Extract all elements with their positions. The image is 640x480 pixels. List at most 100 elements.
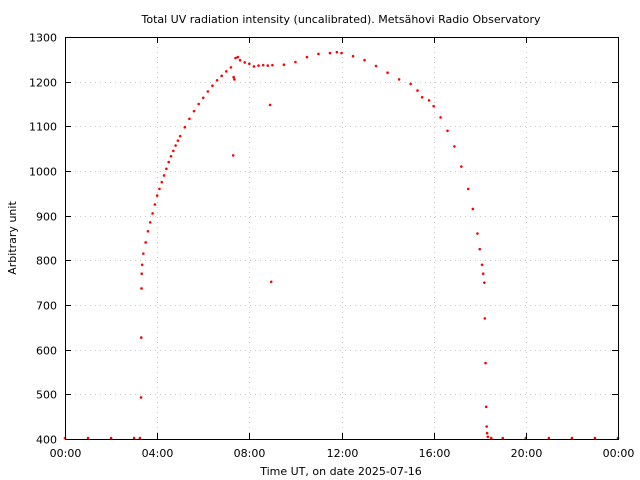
data-point xyxy=(139,396,143,399)
x-tick-label: 00:00 xyxy=(50,447,82,460)
grid-lines xyxy=(65,37,618,439)
data-point xyxy=(188,117,191,121)
y-tick-label: 600 xyxy=(36,345,57,358)
data-point xyxy=(484,405,488,409)
data-point xyxy=(139,336,143,339)
data-point xyxy=(162,174,166,177)
data-point xyxy=(269,280,273,284)
data-point xyxy=(271,63,274,67)
data-point xyxy=(478,247,482,251)
data-point xyxy=(142,252,145,255)
data-point xyxy=(483,317,487,320)
data-point xyxy=(476,232,479,235)
data-point xyxy=(593,436,597,440)
x-tick-label: 16:00 xyxy=(419,447,451,460)
y-axis-label: Arbitrary unit xyxy=(6,201,19,275)
chart-title: Total UV radiation intensity (uncalibrat… xyxy=(141,13,541,26)
data-point xyxy=(439,116,442,119)
data-point xyxy=(220,74,223,78)
x-axis-tick-labels: 00:00 04:00 08:00 12:00 16:00 20:00 00:00 xyxy=(50,447,635,460)
data-point xyxy=(153,203,157,206)
data-point xyxy=(466,187,470,191)
data-point xyxy=(231,154,235,157)
data-point xyxy=(432,104,435,108)
data-point xyxy=(140,263,144,267)
data-point xyxy=(252,65,256,68)
data-point xyxy=(317,52,320,56)
y-tick-label: 1300 xyxy=(29,32,57,45)
y-tick-label: 1000 xyxy=(29,166,57,179)
axis-ticks xyxy=(65,37,619,440)
x-tick-label: 20:00 xyxy=(511,447,543,460)
y-tick-label: 900 xyxy=(36,211,57,224)
data-point xyxy=(453,145,456,148)
data-point xyxy=(160,180,164,184)
data-point xyxy=(305,55,309,59)
data-point xyxy=(234,56,237,60)
y-tick-label: 1100 xyxy=(29,121,57,134)
data-points xyxy=(63,50,620,440)
data-point xyxy=(183,125,187,129)
x-axis-label: Time UT, on date 2025-07-16 xyxy=(259,465,422,478)
data-point xyxy=(138,436,142,440)
data-point xyxy=(109,436,113,440)
data-point xyxy=(484,361,487,365)
data-point xyxy=(148,221,152,224)
data-point xyxy=(140,272,144,276)
data-point xyxy=(201,96,205,100)
data-point xyxy=(485,425,488,428)
data-point xyxy=(144,241,147,244)
data-point xyxy=(233,78,236,81)
data-point xyxy=(257,64,260,67)
data-point xyxy=(486,435,490,439)
data-point xyxy=(501,436,505,440)
data-point xyxy=(261,63,265,67)
data-point xyxy=(176,139,180,142)
data-point xyxy=(224,70,228,73)
data-point xyxy=(248,62,251,66)
data-point xyxy=(268,103,272,107)
data-point xyxy=(460,165,463,168)
x-tick-label: 00:00 xyxy=(603,447,635,460)
data-point xyxy=(483,281,486,284)
data-point xyxy=(363,58,366,62)
data-point xyxy=(397,78,401,81)
data-point xyxy=(167,160,170,164)
data-point xyxy=(282,63,286,66)
data-point xyxy=(158,187,161,191)
data-point xyxy=(238,58,242,62)
data-point xyxy=(169,154,173,158)
data-point xyxy=(211,84,214,87)
data-point xyxy=(174,144,177,147)
data-point xyxy=(146,230,150,233)
y-tick-label: 1200 xyxy=(29,77,57,90)
x-tick-label: 04:00 xyxy=(142,447,174,460)
x-tick-label: 12:00 xyxy=(327,447,359,460)
data-point xyxy=(86,436,90,440)
data-point xyxy=(481,272,485,276)
data-point xyxy=(335,50,339,54)
data-point xyxy=(165,167,168,171)
data-point xyxy=(243,61,247,64)
data-point xyxy=(471,207,475,211)
data-point xyxy=(232,75,235,79)
y-tick-label: 400 xyxy=(36,434,57,447)
data-point xyxy=(132,436,136,440)
data-point xyxy=(140,287,143,290)
data-point xyxy=(294,60,297,64)
y-tick-label: 700 xyxy=(36,300,57,313)
data-point xyxy=(351,54,355,58)
data-point xyxy=(409,82,412,86)
data-point xyxy=(374,64,378,68)
data-point xyxy=(192,109,196,113)
y-tick-label: 500 xyxy=(36,389,57,402)
data-point xyxy=(178,134,182,138)
data-point xyxy=(172,149,175,153)
data-point xyxy=(570,436,574,440)
data-point xyxy=(340,51,343,55)
data-point xyxy=(420,96,424,99)
data-point xyxy=(489,436,493,440)
data-point xyxy=(386,71,389,75)
data-point xyxy=(155,194,159,197)
